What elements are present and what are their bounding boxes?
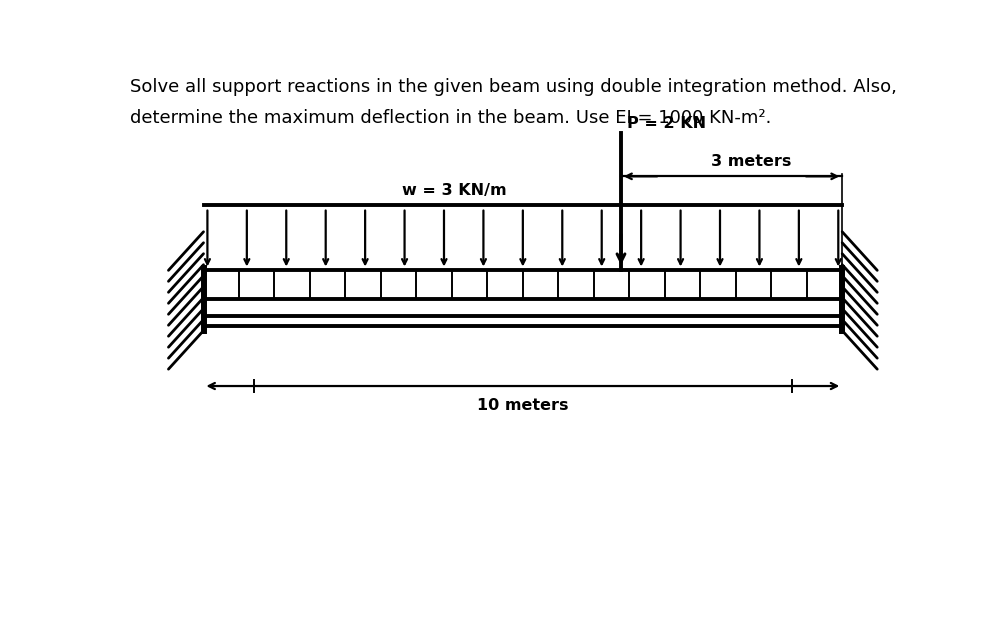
Text: 10 meters: 10 meters <box>477 398 569 413</box>
Text: P = 2 KN: P = 2 KN <box>627 116 707 131</box>
Text: determine the maximum deflection in the beam. Use EI = 1000 KN-m².: determine the maximum deflection in the … <box>130 109 771 127</box>
Text: 3 meters: 3 meters <box>711 154 791 169</box>
Text: Solve all support reactions in the given beam using double integration method. A: Solve all support reactions in the given… <box>130 78 896 96</box>
Text: w = 3 KN/m: w = 3 KN/m <box>402 183 507 198</box>
